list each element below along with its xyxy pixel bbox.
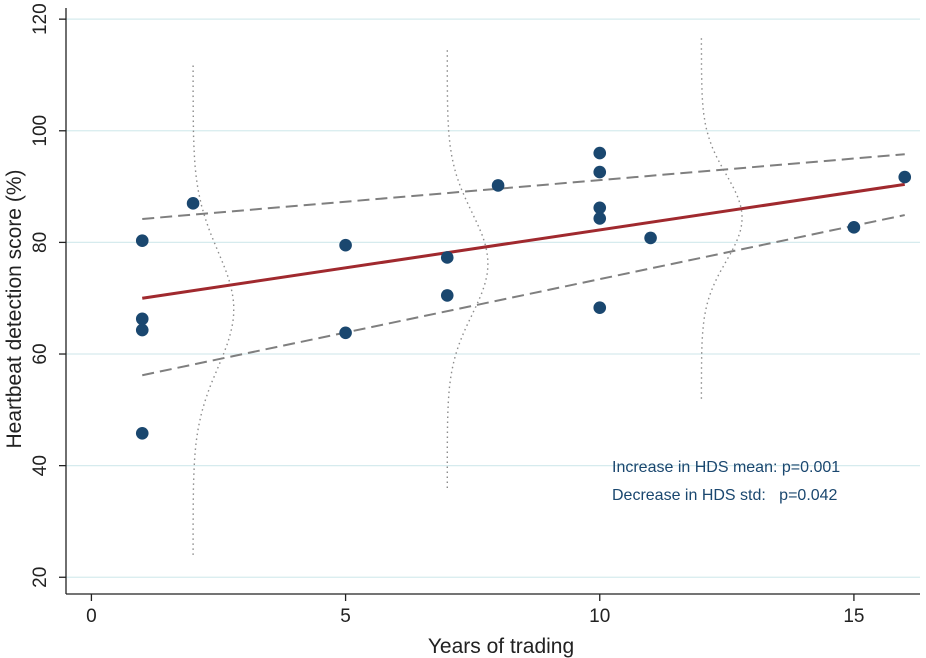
x-tick-label-10: 10 [589, 606, 610, 627]
y-tick-label-80: 80 [30, 232, 51, 253]
x-tick-label-5: 5 [340, 606, 351, 627]
density-curves [192, 35, 743, 555]
y-tick-label-40: 40 [30, 455, 51, 476]
axes [65, 8, 920, 595]
data-point [644, 231, 657, 245]
confidence-lines [142, 153, 905, 377]
data-points [135, 146, 912, 440]
x-tick-label-0: 0 [86, 606, 97, 627]
data-point [593, 165, 607, 179]
data-point [593, 201, 607, 215]
data-point [135, 323, 149, 337]
annotation-mean-p-value: Increase in HDS mean: p=0.001 [612, 459, 840, 476]
data-point [593, 212, 607, 225]
density-curve-1 [446, 47, 489, 488]
data-point [593, 146, 607, 160]
ci-lower-line [142, 214, 905, 377]
data-point [440, 289, 454, 302]
data-point [186, 197, 200, 210]
density-curve-2 [700, 35, 743, 399]
grid-lines [66, 18, 920, 578]
density-curve-0 [192, 63, 235, 555]
axis-ticks: 20 40 60 80 100 120 0 5 10 15 [30, 3, 864, 627]
data-point [491, 179, 505, 192]
y-axis-title: Heartbeat detection score (%) [3, 170, 26, 449]
data-point [847, 221, 861, 234]
x-axis-title: Years of trading [428, 635, 574, 658]
data-point [135, 426, 149, 440]
annotation-std-p-value: Decrease in HDS std: p=0.042 [612, 487, 838, 504]
data-point [593, 301, 607, 314]
data-point [339, 238, 352, 252]
data-point [339, 326, 352, 340]
y-tick-label-20: 20 [30, 567, 51, 588]
fit-line-group [142, 182, 905, 300]
y-tick-label-120: 120 [30, 3, 51, 35]
data-point [135, 234, 149, 248]
y-tick-label-60: 60 [30, 343, 51, 364]
ci-upper-line [142, 153, 905, 220]
x-tick-label-15: 15 [843, 606, 864, 627]
y-tick-label-100: 100 [30, 115, 51, 147]
data-point [898, 170, 912, 184]
fit-line [142, 182, 905, 300]
data-point [135, 312, 149, 326]
data-point [440, 251, 454, 264]
